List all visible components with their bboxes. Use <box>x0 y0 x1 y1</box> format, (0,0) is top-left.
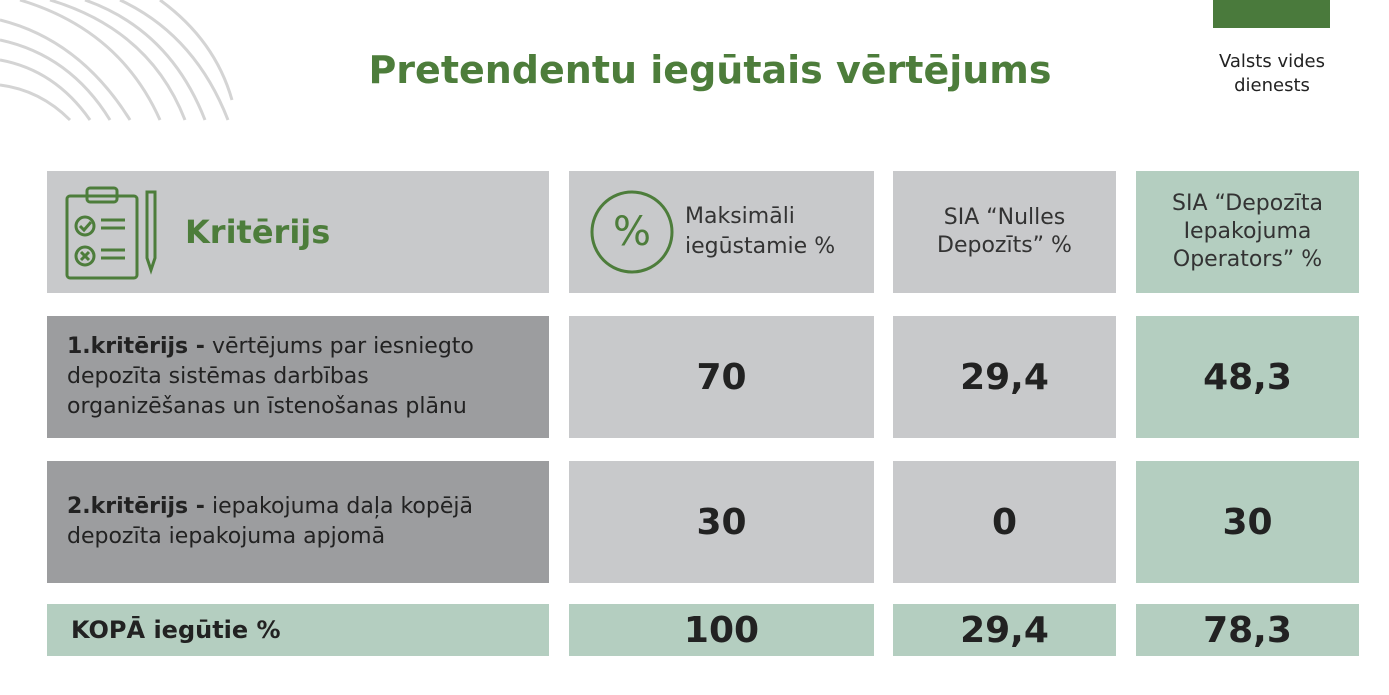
logo-bar <box>1213 0 1330 28</box>
total-cell: 29,4 <box>893 604 1116 656</box>
value-cell: 30 <box>569 461 874 583</box>
title: Pretendentu iegūtais vērtējums <box>368 48 1052 92</box>
value-cell: 70 <box>569 316 874 438</box>
percent-icon: % <box>590 190 674 274</box>
header-cell: Kritērijs <box>47 171 549 293</box>
criterion-description: iepakojuma daļa kopējā depozīta iepakoju… <box>67 494 473 549</box>
total-cell: 78,3 <box>1136 604 1359 656</box>
value-cell: 30 <box>1136 461 1359 583</box>
criterion-cell: 1.kritērijs - vērtējums par iesniegto de… <box>47 316 549 438</box>
criterion-label: 1.kritērijs - <box>67 334 205 359</box>
total-label: KOPĀ iegūtie % <box>47 604 549 656</box>
header-label: Kritērijs <box>185 213 331 251</box>
criterion-label: 2.kritērijs - <box>67 494 205 519</box>
value-cell: 48,3 <box>1136 316 1359 438</box>
value-cell: 0 <box>893 461 1116 583</box>
criterion-text: 2.kritērijs - iepakojuma daļa kopējā dep… <box>67 492 529 552</box>
value-cell: 29,4 <box>893 316 1116 438</box>
total-cell: 100 <box>569 604 874 656</box>
clipboard-icon <box>65 186 157 280</box>
header-label: Maksimāli iegūstamie % <box>685 204 836 259</box>
fingerprint-decoration <box>0 0 234 122</box>
criterion-cell: 2.kritērijs - iepakojuma daļa kopējā dep… <box>47 461 549 583</box>
criterion-text: 1.kritērijs - vērtējums par iesniegto de… <box>67 332 529 422</box>
header-cell: % Maksimāli iegūstamie % <box>569 171 874 293</box>
svg-text:%: % <box>613 209 651 255</box>
header-cell: SIA “Depozīta Iepakojuma Operators” % <box>1136 171 1359 293</box>
criterion-description: vērtējums par iesniegto depozīta sistēma… <box>67 334 474 419</box>
logo-text: Valsts vides dienests <box>1218 51 1325 96</box>
header-cell: SIA “Nulles Depozīts” % <box>893 171 1116 293</box>
